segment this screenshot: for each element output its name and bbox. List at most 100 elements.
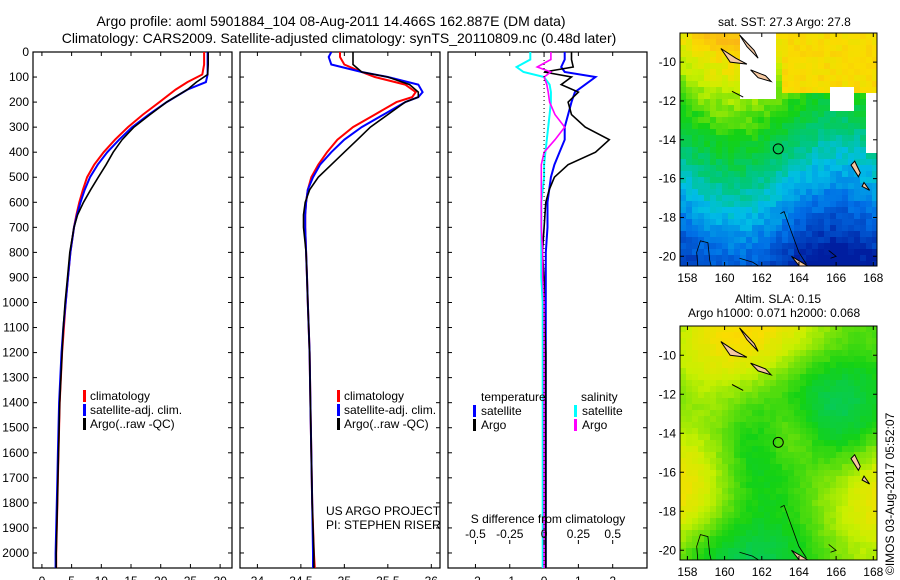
map-cell bbox=[836, 201, 843, 208]
map-cell bbox=[716, 362, 723, 369]
map-cell bbox=[704, 488, 711, 495]
map-cell bbox=[770, 141, 777, 148]
map-cell bbox=[740, 440, 747, 447]
map-cell bbox=[824, 326, 831, 333]
lon-tick-label: 166 bbox=[826, 271, 846, 285]
map-cell bbox=[716, 506, 723, 513]
x-tick-label: 5 bbox=[68, 574, 75, 580]
map-cell bbox=[752, 488, 759, 495]
map-cell bbox=[692, 135, 699, 142]
map-cell bbox=[866, 237, 873, 244]
map-cell bbox=[830, 81, 837, 88]
map-cell bbox=[704, 51, 711, 58]
map-cell bbox=[782, 117, 789, 124]
map-cell bbox=[830, 249, 837, 256]
map-cell bbox=[728, 476, 735, 483]
map-cell bbox=[692, 470, 699, 477]
map-cell bbox=[836, 57, 843, 64]
map-cell bbox=[776, 440, 783, 447]
legend-header-temperature: temperature bbox=[481, 390, 546, 404]
x-tick-label: 10 bbox=[95, 574, 109, 580]
map-cell bbox=[800, 482, 807, 489]
map-cell bbox=[710, 147, 717, 154]
map-cell bbox=[794, 548, 801, 555]
map-cell bbox=[800, 141, 807, 148]
map-cell bbox=[800, 374, 807, 381]
map-cell bbox=[680, 231, 687, 238]
map-cell bbox=[692, 554, 699, 560]
map-cell bbox=[698, 332, 705, 339]
map-cell bbox=[728, 177, 735, 184]
map-cell bbox=[782, 87, 789, 94]
map-cell bbox=[704, 464, 711, 471]
map-cell bbox=[788, 362, 795, 369]
map-cell bbox=[734, 458, 741, 465]
map-cell bbox=[782, 368, 789, 375]
map-cell bbox=[752, 135, 759, 142]
map-cell bbox=[860, 261, 867, 266]
map-cell bbox=[806, 524, 813, 531]
map-cell bbox=[830, 482, 837, 489]
map-cell bbox=[746, 243, 753, 250]
map-cell bbox=[806, 45, 813, 52]
map-cell bbox=[836, 123, 843, 130]
map-cell-missing bbox=[872, 135, 877, 141]
map-cell bbox=[818, 524, 825, 531]
lat-tick-label: -10 bbox=[659, 55, 677, 69]
map-cell bbox=[848, 129, 855, 136]
x-tick-label: 0 bbox=[541, 574, 548, 580]
map-cell bbox=[860, 249, 867, 256]
map-cell bbox=[698, 33, 705, 40]
map-cell bbox=[812, 87, 819, 94]
map-cell bbox=[830, 470, 837, 477]
map-cell bbox=[800, 219, 807, 226]
map-cell bbox=[872, 63, 877, 70]
map-cell bbox=[692, 141, 699, 148]
map-cell bbox=[824, 458, 831, 465]
map-cell bbox=[842, 326, 849, 333]
map-cell bbox=[680, 81, 687, 88]
map-cell bbox=[728, 500, 735, 507]
map-cell bbox=[866, 506, 873, 513]
map-cell bbox=[818, 500, 825, 507]
map-cell bbox=[740, 428, 747, 435]
map-cell bbox=[848, 542, 855, 549]
map-cell bbox=[680, 488, 687, 495]
map-cell bbox=[818, 488, 825, 495]
map-cell bbox=[728, 225, 735, 232]
map-cell bbox=[860, 51, 867, 58]
map-cell bbox=[836, 488, 843, 495]
map-cell bbox=[686, 452, 693, 459]
map-cell bbox=[728, 129, 735, 136]
map-cell bbox=[818, 410, 825, 417]
map-cell bbox=[842, 554, 849, 560]
map-cell bbox=[794, 434, 801, 441]
map-cell bbox=[800, 153, 807, 160]
map-cell bbox=[716, 404, 723, 411]
map-cell bbox=[842, 189, 849, 196]
map-cell bbox=[728, 332, 735, 339]
map-cell bbox=[854, 237, 861, 244]
map-cell bbox=[860, 542, 867, 549]
map-cell bbox=[692, 362, 699, 369]
map-cell bbox=[722, 554, 729, 560]
map-cell bbox=[782, 207, 789, 214]
map-cell bbox=[710, 261, 717, 266]
map-cell bbox=[692, 213, 699, 220]
map-cell bbox=[854, 201, 861, 208]
map-cell bbox=[734, 87, 741, 94]
x-tick-label: 1 bbox=[575, 574, 582, 580]
map-cell bbox=[848, 57, 855, 64]
map-cell bbox=[836, 356, 843, 363]
map-cell bbox=[740, 177, 747, 184]
map-cell bbox=[740, 105, 747, 112]
map-cell bbox=[806, 554, 813, 560]
map-cell bbox=[776, 87, 783, 94]
map-cell bbox=[794, 33, 801, 40]
map-cell bbox=[686, 326, 693, 333]
map-cell bbox=[812, 452, 819, 459]
map-cell bbox=[698, 93, 705, 100]
map-cell bbox=[692, 368, 699, 375]
map-cell bbox=[776, 470, 783, 477]
map-cell-missing bbox=[842, 93, 848, 99]
